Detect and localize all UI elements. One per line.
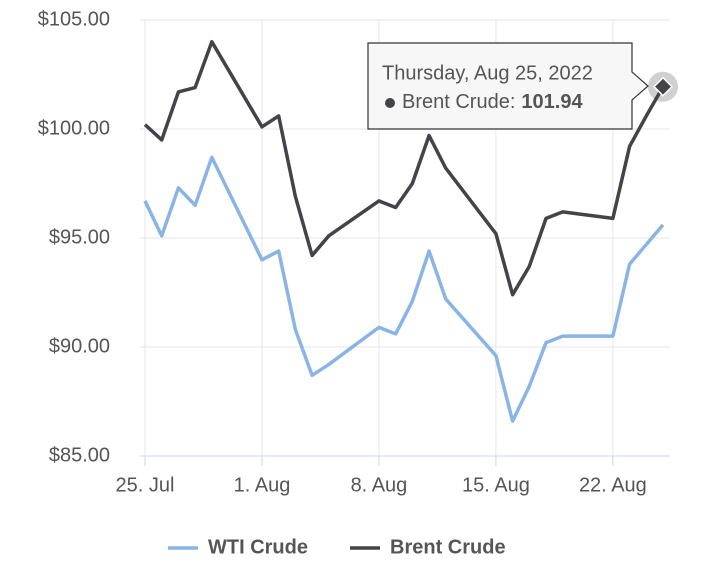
legend-label: WTI Crude (208, 536, 308, 558)
x-tick-label: 25. Jul (116, 474, 175, 496)
series-line (143, 155, 665, 423)
y-tick-label: $90.00 (49, 335, 110, 357)
x-tick-label: 1. Aug (234, 474, 291, 496)
y-tick-label: $85.00 (49, 444, 110, 466)
tooltip: Thursday, Aug 25, 2022 Brent Crude: 101.94 (367, 42, 649, 130)
y-tick-label: $100.00 (38, 117, 110, 139)
tooltip-series-label: Brent Crude: (402, 91, 515, 113)
x-tick-label: 22. Aug (579, 474, 647, 496)
series-line (143, 40, 665, 297)
x-tick-label: 15. Aug (462, 474, 530, 496)
y-tick-label: $105.00 (38, 8, 110, 30)
hover-marker (652, 76, 674, 97)
tooltip-bullet (385, 98, 395, 108)
tooltip-value: 101.94 (521, 91, 583, 113)
tooltip-title: Thursday, Aug 25, 2022 (382, 62, 593, 84)
legend-label: Brent Crude (390, 536, 506, 558)
x-tick-label: 8. Aug (351, 474, 408, 496)
tooltip-box (367, 42, 649, 130)
y-tick-label: $95.00 (49, 226, 110, 248)
tooltip-line: Brent Crude: 101.94 (402, 91, 583, 113)
